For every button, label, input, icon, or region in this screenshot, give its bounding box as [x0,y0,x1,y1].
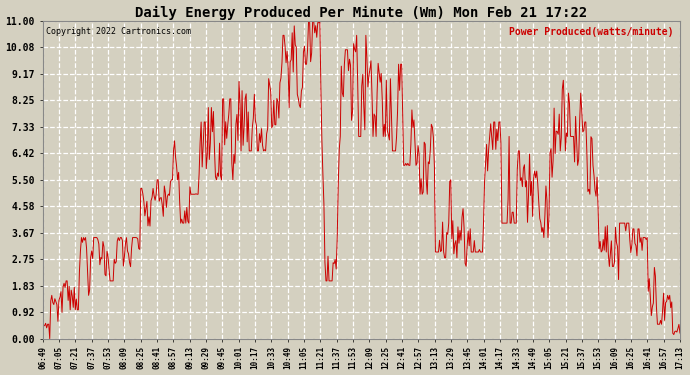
Text: Power Produced(watts/minute): Power Produced(watts/minute) [509,27,673,37]
Text: Copyright 2022 Cartronics.com: Copyright 2022 Cartronics.com [46,27,190,36]
Title: Daily Energy Produced Per Minute (Wm) Mon Feb 21 17:22: Daily Energy Produced Per Minute (Wm) Mo… [135,6,587,20]
